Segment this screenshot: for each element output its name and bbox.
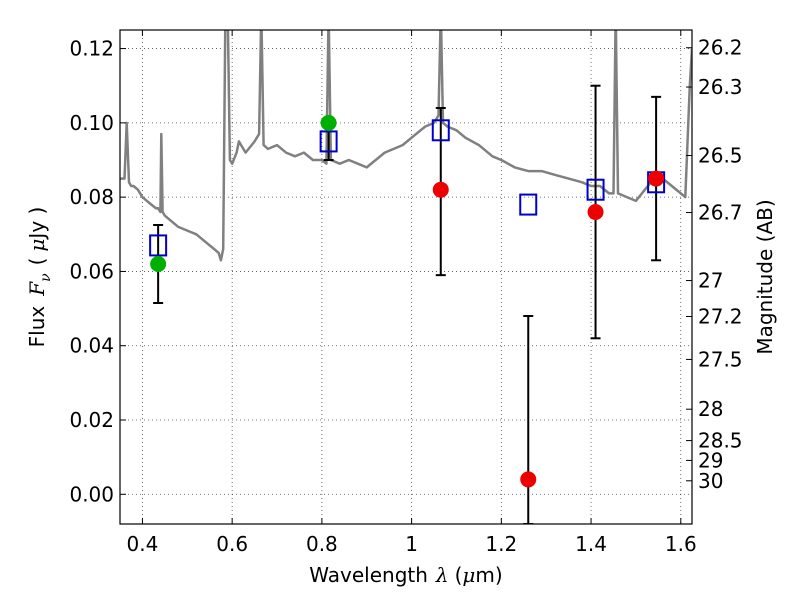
y-tick-label: 0.00 (69, 482, 114, 506)
y2-tick-label: 28.5 (698, 429, 743, 453)
y-tick-label: 0.04 (69, 334, 114, 358)
y2-tick-label: 28 (698, 397, 723, 421)
y2-tick-label: 26.3 (698, 75, 743, 99)
axis-ticks: 0.4 0.6 0.8 1 1.2 1.4 1.6 0.00 0.02 0.04 0.06 0.08 0… (69, 30, 743, 556)
model-flux-marker (149, 234, 168, 257)
model-spectrum-line (120, 30, 692, 262)
x-tick-label: 1.6 (665, 532, 697, 556)
x-axis-label: Wavelength λ (μm) (309, 563, 502, 587)
model-flux-marker (431, 119, 450, 142)
y2-tick-label: 26.5 (698, 144, 743, 168)
y2-tick-label: 27 (698, 269, 723, 293)
y2-tick-label: 30 (698, 469, 723, 493)
observed-point (587, 204, 604, 220)
x-tick-label: 1 (405, 532, 418, 556)
observed-point (520, 471, 537, 488)
y2-tick-label: 27.5 (698, 347, 743, 371)
y2-tick-label: 26.2 (698, 36, 743, 60)
grid-lines (120, 30, 692, 524)
x-tick-label: 1.2 (485, 532, 517, 556)
x-tick-label: 0.6 (216, 532, 248, 556)
model-flux-marker (586, 178, 605, 201)
y-axis-label: FluxFν(μJy ) (25, 207, 54, 348)
observed-point (320, 114, 337, 131)
x-tick-label: 1.4 (575, 532, 607, 556)
y-tick-label: 0.06 (69, 259, 114, 283)
y2-tick-label: 29 (698, 448, 723, 472)
y2-tick-label: 27.2 (698, 305, 743, 329)
model-flux-marker (319, 130, 338, 153)
x-tick-label: 0.8 (306, 532, 338, 556)
y-tick-label: 0.08 (69, 185, 114, 209)
model-flux-marker (519, 193, 538, 216)
y2-tick-label: 26.7 (698, 201, 743, 225)
y-tick-label: 0.02 (69, 408, 114, 432)
x-tick-label: 0.4 (127, 532, 159, 556)
observed-point (648, 170, 665, 187)
y2-axis-label: Magnitude (AB) (753, 199, 777, 354)
observed-point (432, 181, 449, 198)
plot-area (120, 30, 692, 524)
observed-point (150, 256, 167, 272)
y-tick-label: 0.10 (69, 111, 114, 135)
plot-frame (119, 29, 693, 525)
y-tick-label: 0.12 (69, 37, 114, 61)
